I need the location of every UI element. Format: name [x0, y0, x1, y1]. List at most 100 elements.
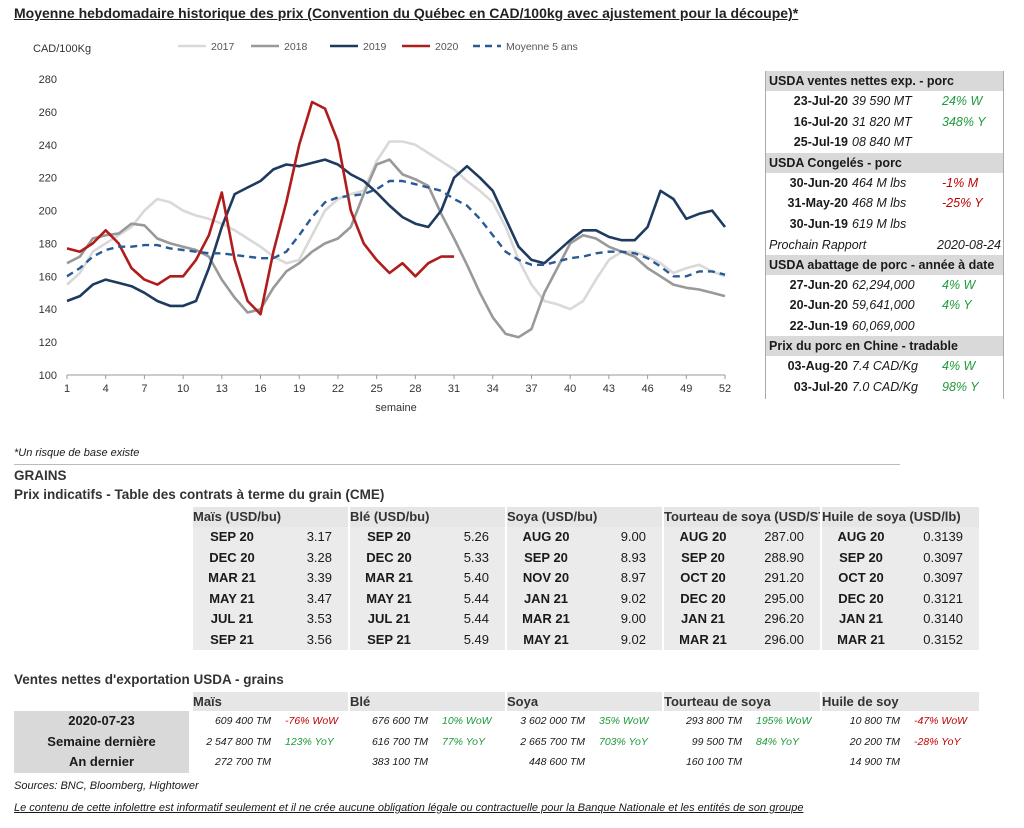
usda-value: 619 M lbs	[852, 216, 907, 231]
usda-row: 22-Jun-19 60,069,000	[766, 316, 1003, 337]
export-change: 123% YoY	[285, 735, 334, 748]
x-tick-label: 22	[332, 383, 344, 395]
exports-row-label: An dernier	[68, 754, 134, 769]
contract-month: JAN 21	[523, 590, 569, 606]
contract-month: OCT 20	[680, 570, 726, 585]
x-tick-label: 49	[680, 383, 692, 395]
export-volume: 3 602 000 TM	[520, 715, 585, 727]
futures-column-header: Maïs (USD/bu)	[193, 507, 348, 527]
contract-price: 3.53	[306, 611, 332, 626]
usda-row: 31-May-20 468 M lbs -25% Y	[766, 193, 1003, 214]
contract-month: DEC 20	[838, 590, 884, 606]
usda-row: 16-Jul-20 31 820 MT 348% Y	[766, 112, 1003, 133]
usda-value: 39 590 MT	[852, 94, 912, 108]
footnote: *Un risque de base existe	[14, 447, 140, 459]
x-tick-label: 25	[371, 383, 383, 395]
export-volume: 383 100 TM	[371, 756, 428, 768]
contract-month: DEC 20	[209, 549, 255, 565]
chart-title: Moyenne hebdomadaire historique des prix…	[14, 5, 799, 21]
y-tick-label: 160	[39, 271, 57, 283]
contract-month: JAN 21	[680, 611, 726, 626]
x-tick-label: 13	[216, 383, 228, 395]
usda-change: -1% M	[942, 175, 979, 190]
export-volume: 10 800 TM	[849, 715, 900, 727]
contract-price: 296.00	[764, 631, 804, 647]
contract-price: 5.44	[463, 590, 489, 606]
exports-column-header: Tourteau de soya	[664, 692, 820, 711]
usda-value: 08 840 MT	[852, 135, 912, 150]
contract-month: SEP 20	[681, 549, 725, 565]
x-axis: 1 4 7 10 13 16 19 22 25 28 31 34 37 40 43 46 49 52 semaine	[64, 374, 731, 414]
contract-month: MAR 21	[365, 570, 413, 585]
futures-row: SEP 21 3.56	[193, 630, 348, 651]
legend-entry: 2018	[284, 41, 308, 53]
chart-legend: 2017 2018 2019 2020 Moyenne 5 ans	[178, 41, 578, 53]
contract-price: 295.00	[764, 590, 804, 606]
futures-row: OCT 20 0.3097	[822, 568, 979, 589]
contract-price: 0.3097	[923, 570, 963, 585]
contract-price: 5.49	[463, 631, 489, 647]
usda-change: -25% Y	[942, 196, 983, 211]
usda-row: 03-Jul-20 7.0 CAD/Kg 98% Y	[766, 377, 1003, 398]
x-tick-label: 37	[525, 383, 537, 395]
export-change: 10% WoW	[442, 715, 492, 727]
export-volume: 2 547 800 TM	[206, 735, 271, 748]
contract-price: 3.39	[306, 570, 332, 585]
next-report-note: Prochain Rapport 2020-08-24	[766, 235, 1003, 255]
x-tick-label: 7	[141, 383, 147, 395]
futures-row: JAN 21 0.3140	[822, 609, 979, 630]
futures-column-header: Tourteau de soya (USD/ST)	[664, 507, 820, 527]
contract-price: 3.47	[306, 590, 332, 606]
contract-month: MAR 21	[679, 631, 727, 647]
usda-date: 03-Aug-20	[787, 359, 848, 374]
usda-change: 24% W	[942, 94, 983, 108]
export-volume: 160 100 TM	[685, 756, 742, 768]
contract-price: 0.3121	[923, 590, 963, 606]
contract-price: 3.28	[306, 549, 332, 565]
y-tick-label: 280	[39, 74, 57, 86]
futures-row: DEC 20 0.3121	[822, 589, 979, 610]
futures-row: AUG 20 0.3139	[822, 527, 979, 548]
grains-heading: GRAINS	[14, 468, 67, 483]
exports-column-header: Soya	[507, 692, 662, 711]
futures-row: MAR 21 296.00	[664, 630, 820, 651]
exports-row-labels: 2020-07-23 Semaine dernière An dernier	[14, 711, 189, 773]
futures-column-header: Soya (USD/bu)	[507, 507, 662, 527]
usda-row: 20-Jun-20 59,641,000 4% Y	[766, 295, 1003, 316]
futures-column: SEP 20 3.17 DEC 20 3.28 MAR 21 3.39 MAY 21 3.47…	[193, 527, 348, 650]
x-tick-label: 1	[64, 383, 70, 395]
y-tick-label: 260	[39, 107, 57, 119]
futures-column-header: Huile de soya (USD/lb)	[822, 507, 979, 527]
contract-price: 9.00	[620, 529, 646, 544]
export-change: 84% YoY	[756, 735, 800, 748]
series-line-moyenne-5-ans	[66, 179, 726, 278]
export-volume: 20 200 TM	[849, 735, 900, 748]
futures-row: SEP 20 8.93	[507, 548, 662, 569]
y-tick-label: 200	[39, 206, 57, 218]
legend-entry: 2020	[435, 41, 459, 53]
export-change: -76% WoW	[285, 715, 339, 727]
usda-change: 348% Y	[942, 114, 986, 129]
x-tick-label: 40	[564, 383, 576, 395]
usda-date: 25-Jul-19	[793, 135, 848, 150]
futures-row: MAY 21 3.47	[193, 589, 348, 610]
y-tick-label: 180	[39, 238, 57, 250]
contract-month: SEP 21	[210, 631, 254, 647]
futures-row: JAN 21 296.20	[664, 609, 820, 630]
contract-month: SEP 20	[524, 549, 568, 565]
export-change: 195% WoW	[756, 715, 812, 727]
usda-row: 30-Jun-19 619 M lbs	[766, 214, 1003, 235]
usda-date: 30-Jun-19	[789, 216, 848, 231]
contract-month: SEP 20	[367, 529, 411, 544]
usda-value: 62,294,000	[852, 277, 915, 292]
futures-row: SEP 20 288.90	[664, 548, 820, 569]
futures-row: DEC 20 3.28	[193, 548, 348, 569]
x-tick-label: 43	[603, 383, 615, 395]
contract-price: 291.20	[764, 570, 804, 585]
next-report-date: 2020-08-24	[937, 237, 1001, 252]
contract-price: 288.90	[764, 549, 804, 565]
legend-entry: 2017	[211, 41, 235, 53]
export-volume: 14 900 TM	[849, 756, 900, 768]
futures-row: JUL 21 3.53	[193, 609, 348, 630]
futures-row: MAR 21 9.00	[507, 609, 662, 630]
